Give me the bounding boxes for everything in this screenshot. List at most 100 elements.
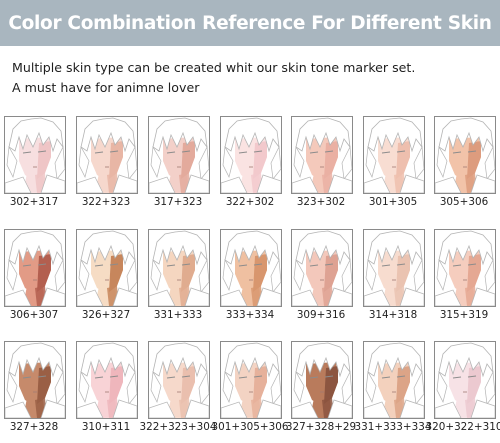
swatch-card: 327+328 (1, 341, 67, 437)
eye-left (381, 151, 391, 154)
portrait-thumbnail (291, 341, 353, 419)
collar-right (327, 174, 352, 193)
hair-side-left (222, 145, 234, 179)
portrait-illustration (364, 117, 424, 193)
swatch-label: 301+305+306 (211, 421, 289, 433)
swatch-card: 309+316 (288, 229, 354, 325)
collar-left (364, 289, 391, 306)
portrait-thumbnail (4, 116, 66, 194)
collar-left (221, 176, 248, 193)
collar-left (292, 289, 319, 306)
hair-outline (438, 117, 494, 153)
eye-left (238, 264, 248, 267)
hair-outline (152, 117, 208, 153)
collar-right (40, 399, 65, 418)
hair-side-left (6, 370, 18, 404)
swatch-card: 315+319 (431, 229, 497, 325)
hair-side-right (126, 145, 137, 180)
portrait-thumbnail (148, 116, 210, 194)
hair-side-left (365, 258, 377, 292)
eye-right (396, 150, 406, 153)
hair-side-right (413, 370, 424, 405)
hair-outline (8, 230, 64, 266)
hair-side-right (484, 145, 495, 180)
eye-left (452, 376, 462, 379)
skin-shade (253, 141, 267, 179)
eye-left (22, 264, 32, 267)
eye-right (253, 375, 263, 378)
swatch-label: 301+305 (368, 196, 418, 208)
hair-side-right (341, 145, 352, 180)
swatch-card: 310+311 (73, 341, 139, 437)
hair-outline (367, 342, 423, 378)
collar-right (399, 174, 424, 193)
skin-shade (324, 141, 338, 179)
portrait-illustration (364, 230, 424, 306)
eye-left (452, 151, 462, 154)
portrait-thumbnail (4, 229, 66, 307)
collar-left (77, 401, 104, 418)
collar-right (470, 174, 495, 193)
hair-side-left (365, 370, 377, 404)
collar-right (184, 174, 209, 193)
collar-right (256, 174, 281, 193)
eye-left (452, 264, 462, 267)
portrait-thumbnail (363, 229, 425, 307)
eye-left (166, 151, 176, 154)
portrait-illustration (221, 342, 281, 418)
hair-outline (80, 117, 136, 153)
hair-side-right (126, 258, 137, 293)
portrait-thumbnail (291, 116, 353, 194)
collar-left (221, 401, 248, 418)
skin-shade (109, 366, 123, 404)
eye-right (253, 263, 263, 266)
collar-left (5, 401, 32, 418)
collar-right (470, 399, 495, 418)
eye-right (181, 263, 191, 266)
collar-right (184, 399, 209, 418)
swatch-card: 322+323+304 (140, 341, 216, 437)
hair-outline (224, 230, 280, 266)
eye-left (381, 264, 391, 267)
portrait-thumbnail (220, 229, 282, 307)
portrait-illustration (221, 117, 281, 193)
collar-left (149, 289, 176, 306)
title-banner: Color Combination Reference For Differen… (0, 0, 500, 46)
hair-outline (295, 117, 351, 153)
portrait-thumbnail (4, 341, 66, 419)
collar-left (364, 401, 391, 418)
eye-right (37, 150, 47, 153)
portrait-thumbnail (434, 116, 496, 194)
portrait-thumbnail (76, 116, 138, 194)
eye-right (396, 263, 406, 266)
swatch-card: 331+333+334 (355, 341, 431, 437)
hair-side-right (198, 258, 209, 293)
eye-right (253, 150, 263, 153)
portrait-illustration (77, 342, 137, 418)
hair-side-left (78, 370, 90, 404)
swatch-label: 314+318 (368, 309, 418, 321)
portrait-illustration (149, 230, 209, 306)
collar-left (292, 401, 319, 418)
hair-outline (152, 230, 208, 266)
portrait-thumbnail (76, 341, 138, 419)
eye-right (467, 150, 477, 153)
hair-outline (152, 342, 208, 378)
hair-side-right (341, 258, 352, 293)
eye-left (94, 376, 104, 379)
hair-side-right (270, 145, 281, 180)
portrait-illustration (435, 117, 495, 193)
eye-right (109, 263, 119, 266)
swatch-card: 327+328+29 (286, 341, 356, 437)
swatch-card: 301+305 (360, 116, 426, 212)
hair-side-right (413, 258, 424, 293)
hair-side-left (436, 370, 448, 404)
hair-side-left (150, 258, 162, 292)
eye-left (22, 151, 32, 154)
skin-shade (396, 254, 410, 292)
collar-left (435, 289, 462, 306)
swatch-label: 320+322+310 (425, 421, 500, 433)
skin-shade (467, 366, 481, 404)
hair-outline (224, 342, 280, 378)
collar-right (40, 287, 65, 306)
